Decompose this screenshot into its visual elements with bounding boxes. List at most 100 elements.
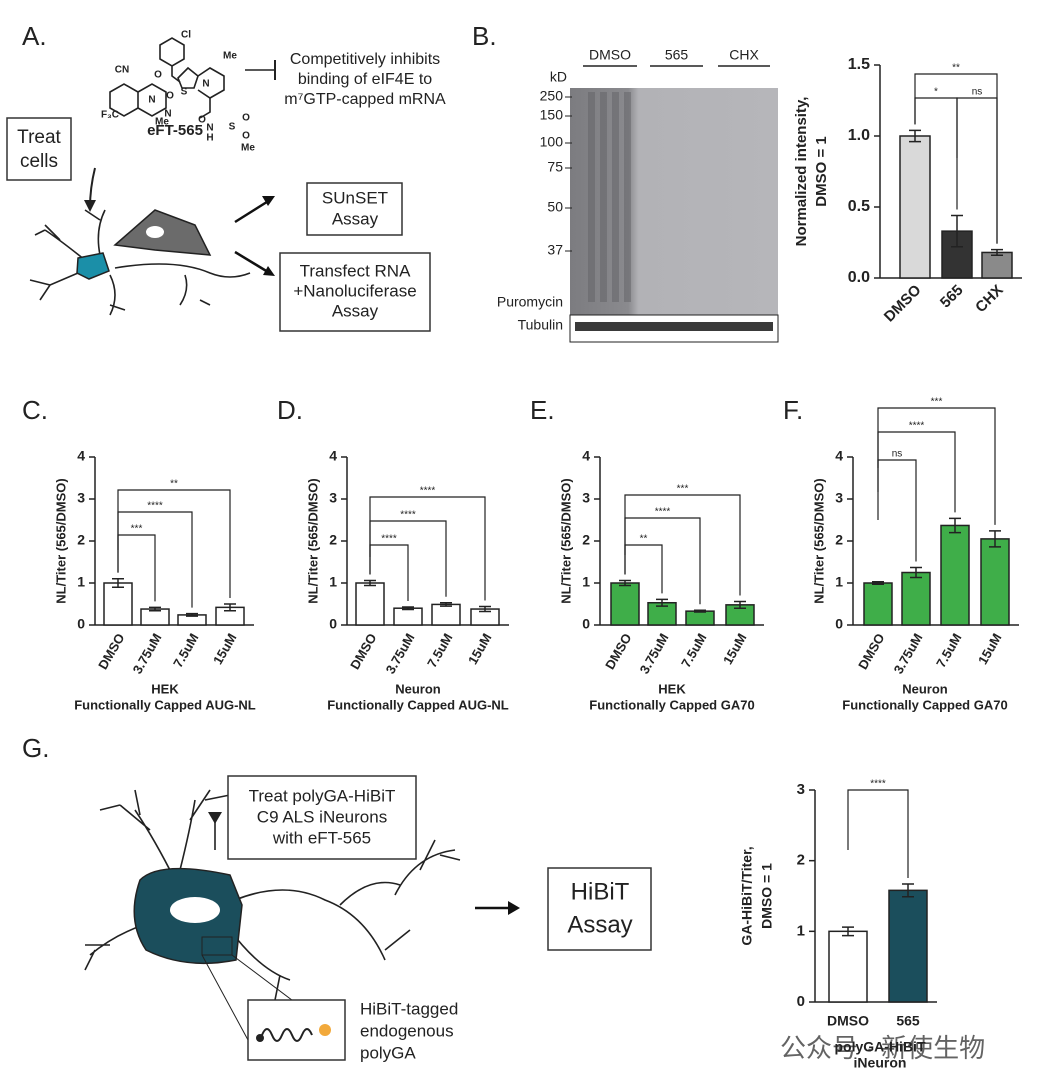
x-tick-label: DMSO <box>827 1013 869 1029</box>
y-tick-label: 0 <box>582 616 590 632</box>
x-tick-label: 15uM <box>975 631 1005 667</box>
bar <box>828 930 868 1003</box>
atom-label: S <box>229 122 236 133</box>
error-bar <box>149 606 161 612</box>
inhibition-text: m⁷GTP-capped mRNA <box>284 91 446 108</box>
tag-text: polyGA <box>360 1043 416 1062</box>
strand-cap <box>256 1034 264 1042</box>
significance-label: *** <box>131 524 143 535</box>
treat-text: C9 ALS iNeurons <box>257 807 387 826</box>
y-tick-label: 1 <box>77 574 85 590</box>
y-axis-label: DMSO = 1 <box>759 863 775 929</box>
hibit-tag <box>319 1024 331 1036</box>
panel-label: G. <box>22 733 49 763</box>
y-tick-label: 4 <box>835 448 843 464</box>
puromycin-label: Puromycin <box>497 294 563 310</box>
y-axis-label: Normalized intensity, <box>793 97 810 247</box>
y-tick-label: 3 <box>77 490 85 506</box>
bar <box>393 607 423 626</box>
atom-label: Me <box>155 117 169 128</box>
y-tick-label: 1 <box>329 574 337 590</box>
x-axis-label: Functionally Capped AUG-NL <box>74 697 256 712</box>
arrow <box>234 198 271 224</box>
lane-label: CHX <box>729 47 759 63</box>
error-bar <box>112 578 124 588</box>
assay-text: Assay <box>567 911 632 938</box>
error-bar <box>656 598 668 607</box>
blot-unit: kD <box>550 69 567 85</box>
significance-bracket <box>847 789 909 878</box>
tubulin-band <box>575 322 773 331</box>
significance-bracket <box>117 489 231 598</box>
significance-label: * <box>934 87 938 98</box>
tag-text: endogenous <box>360 1021 454 1040</box>
zoom-box <box>201 936 233 956</box>
significance-label: ns <box>972 87 983 98</box>
assay-text: HiBiT <box>571 878 630 905</box>
significance-label: ** <box>170 479 178 490</box>
significance-label: **** <box>420 486 436 497</box>
bar <box>888 889 928 1003</box>
y-tick-label: 3 <box>329 490 337 506</box>
bar <box>863 582 893 626</box>
nucleus <box>146 226 164 238</box>
error-bar <box>910 566 922 579</box>
x-axis-label: Neuron <box>902 681 948 696</box>
panel-label: A. <box>22 21 47 51</box>
significance-label: ** <box>952 63 960 74</box>
treat-box <box>6 117 72 181</box>
y-axis-label: NL/Titer (565/DMSO) <box>305 478 320 603</box>
x-tick-label: 565 <box>896 1013 920 1029</box>
neuron-g <box>84 789 461 1001</box>
significance-label: *** <box>931 397 943 408</box>
x-tick-label: DMSO <box>347 631 379 672</box>
marker-label: 150 <box>540 107 564 123</box>
bar <box>899 135 931 279</box>
error-bar <box>909 129 921 143</box>
x-tick-label: 7.5uM <box>424 631 455 670</box>
error-bar <box>224 603 236 612</box>
x-tick-label: 7.5uM <box>170 631 201 670</box>
treat-box-g <box>227 775 417 860</box>
error-bar <box>186 612 198 617</box>
x-axis-label: HEK <box>658 681 686 696</box>
y-tick-label: 1 <box>582 574 590 590</box>
bar <box>980 538 1010 626</box>
significance-label: **** <box>909 421 925 432</box>
atom-label: Me <box>241 143 255 154</box>
y-axis-label: GA-HiBiT/Titer, <box>739 846 755 945</box>
x-tick-label: 15uM <box>720 631 750 667</box>
x-axis-label: HEK <box>151 681 179 696</box>
marker-label: 250 <box>540 88 564 104</box>
y-tick-label: 0 <box>835 616 843 632</box>
atom-label: N <box>206 123 213 134</box>
x-tick-label: 7.5uM <box>933 631 964 670</box>
y-tick-label: 1.0 <box>848 127 870 144</box>
atom-label: O <box>242 113 250 124</box>
blot-smear <box>600 92 607 302</box>
error-bar <box>479 605 491 613</box>
sunset-text: Assay <box>332 209 379 228</box>
structure <box>109 37 225 119</box>
error-bar <box>951 214 963 248</box>
marker-label: 50 <box>547 199 563 215</box>
error-bar <box>991 248 1003 257</box>
error-bar <box>989 530 1001 548</box>
significance-label: ** <box>640 534 648 545</box>
bar <box>431 603 461 626</box>
neuron-soma <box>76 252 110 280</box>
atom-label: O <box>154 70 162 81</box>
assay-box-g <box>547 867 652 951</box>
x-axis-label: Functionally Capped AUG-NL <box>327 697 509 712</box>
x-tick-label: CHX <box>972 282 1006 316</box>
bar <box>901 571 931 626</box>
significance-bracket <box>369 496 486 601</box>
sunset-box <box>306 182 403 236</box>
inhibition-text: binding of eIF4E to <box>298 71 432 88</box>
y-tick-label: 3 <box>835 490 843 506</box>
panel-label: E. <box>530 395 555 425</box>
treat-text: cells <box>20 151 58 172</box>
error-bar <box>949 517 961 534</box>
arrowhead <box>508 901 520 915</box>
